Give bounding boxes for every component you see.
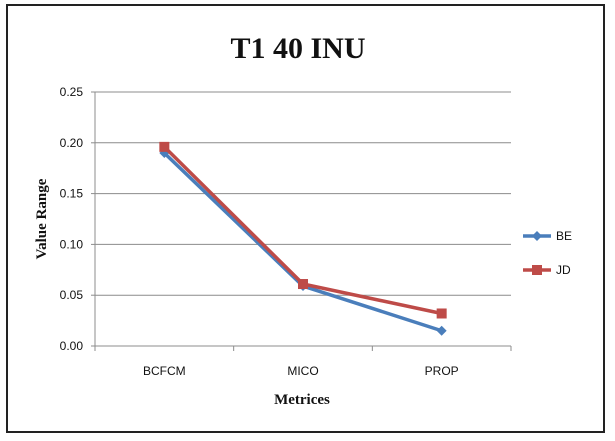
y-axis-title: Value Range [34, 178, 50, 259]
x-tick-labels: BCFCM MICO PROP [143, 364, 459, 378]
data-point [436, 325, 447, 336]
series [159, 141, 447, 336]
chart-frame [6, 4, 605, 433]
x-tick-label: MICO [287, 364, 318, 378]
series-jd [159, 141, 447, 319]
data-point [532, 231, 542, 241]
x-axis-title: Metrices [274, 392, 330, 408]
legend-label: JD [556, 263, 571, 277]
legend-entry-jd: JD [523, 263, 571, 277]
y-tick-label: 0.10 [60, 237, 84, 251]
legend: BE JD [523, 229, 572, 277]
legend-label: BE [556, 229, 572, 243]
y-tick-labels: 0.00 0.05 0.10 0.15 0.20 0.25 [60, 85, 84, 353]
chart-title: T1 40 INU [230, 32, 365, 65]
data-point [532, 265, 542, 275]
grid-lines [95, 91, 511, 296]
y-tick-label: 0.25 [60, 85, 84, 99]
legend-entry-be: BE [523, 229, 572, 243]
data-point [436, 308, 447, 319]
data-point [298, 279, 308, 290]
series-be [159, 147, 447, 336]
x-tick-label: BCFCM [143, 364, 186, 378]
y-tick-label: 0.20 [60, 136, 84, 150]
y-tick-label: 0.15 [60, 187, 84, 201]
axes [91, 91, 512, 351]
x-tick-label: PROP [425, 364, 459, 378]
y-tick-label: 0.00 [60, 339, 84, 353]
data-point [159, 141, 170, 152]
y-tick-label: 0.05 [60, 288, 84, 302]
